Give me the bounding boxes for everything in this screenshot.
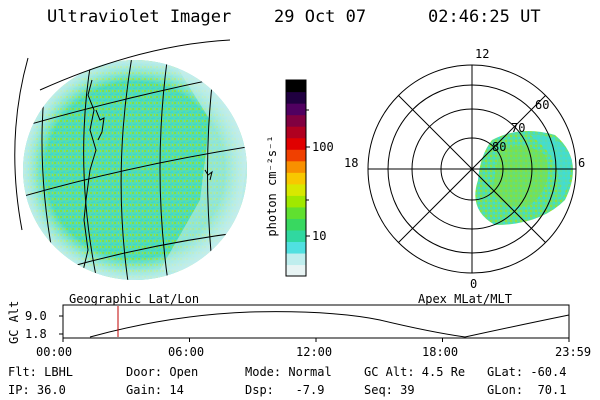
colorbar-cell [286, 183, 306, 196]
colorbar-cell [286, 114, 306, 127]
colorbar-tick-10: 10 [312, 229, 327, 243]
altitude-curve [89, 311, 570, 338]
colorbar-cell [286, 252, 306, 266]
altitude-plot [59, 304, 570, 342]
uv-disk-faint-region [160, 64, 247, 272]
altitude-axis-label: GC Alt [7, 300, 21, 344]
altitude-tick-3: 18:00 [422, 345, 459, 359]
ip-info: IP: 36.0 [8, 383, 66, 397]
colorbar-cell [286, 195, 306, 208]
altitude-tick-0: 00:00 [36, 345, 73, 359]
mode-info: Mode: Normal [245, 365, 332, 379]
apex-caption: Apex MLat/MLT [418, 292, 512, 306]
colorbar-cell [286, 91, 306, 104]
altitude-tick-1: 06:00 [168, 345, 205, 359]
glat-info: GLat: -60.4 [487, 365, 567, 379]
gc-alt-info: GC Alt: 4.5 Re [364, 365, 466, 379]
time-label: 02:46:25 UT [428, 7, 541, 27]
colorbar-cell [286, 206, 306, 219]
colorbar-cell [286, 137, 306, 150]
colorbar-cell [286, 264, 306, 277]
colorbar-cell [286, 229, 306, 243]
colorbar-cell [286, 80, 306, 93]
door-info: Door: Open [126, 365, 199, 379]
geographic-caption: Geographic Lat/Lon [69, 292, 200, 306]
colorbar-cell [286, 160, 306, 173]
colorbar-cell [286, 103, 306, 116]
instrument-title: Ultraviolet Imager [47, 7, 232, 27]
geographic-image [14, 39, 247, 280]
polar-plot [367, 64, 577, 274]
polar-image [475, 131, 573, 225]
colorbar-tick-100: 100 [312, 140, 334, 154]
colorbar-frame [285, 79, 307, 277]
altitude-ymax: 9.0 [25, 309, 47, 323]
mlt-12-label: 12 [475, 47, 490, 61]
lat-70-label: 70 [511, 121, 526, 135]
mlt-6-label: 6 [578, 156, 586, 170]
date-label: 29 Oct 07 [274, 7, 367, 27]
lat-80-label: 80 [492, 140, 507, 154]
gain-info: Gain: 14 [126, 383, 184, 397]
seq-info: Seq: 39 [364, 383, 415, 397]
mlt-0-label: 0 [470, 277, 478, 291]
altitude-tick-2: 12:00 [296, 345, 333, 359]
colorbar-cell [286, 149, 306, 162]
filter-info: Flt: LBHL [8, 365, 74, 379]
colorbar-unit-label: photon cm⁻²s⁻¹ [265, 135, 279, 237]
lat-60-label: 60 [535, 98, 550, 112]
glon-info: GLon: 70.1 [487, 383, 567, 397]
colorbar [285, 79, 310, 277]
altitude-frame [62, 304, 570, 339]
dsp-info: Dsp: -7.9 [245, 383, 325, 397]
mlt-18-label: 18 [344, 156, 359, 170]
colorbar-cell [286, 172, 306, 185]
colorbar-cell [286, 218, 306, 231]
altitude-tick-4: 23:59 [555, 345, 592, 359]
colorbar-cell [286, 241, 306, 254]
colorbar-cell [286, 126, 306, 139]
altitude-ymin: 1.8 [25, 327, 47, 341]
